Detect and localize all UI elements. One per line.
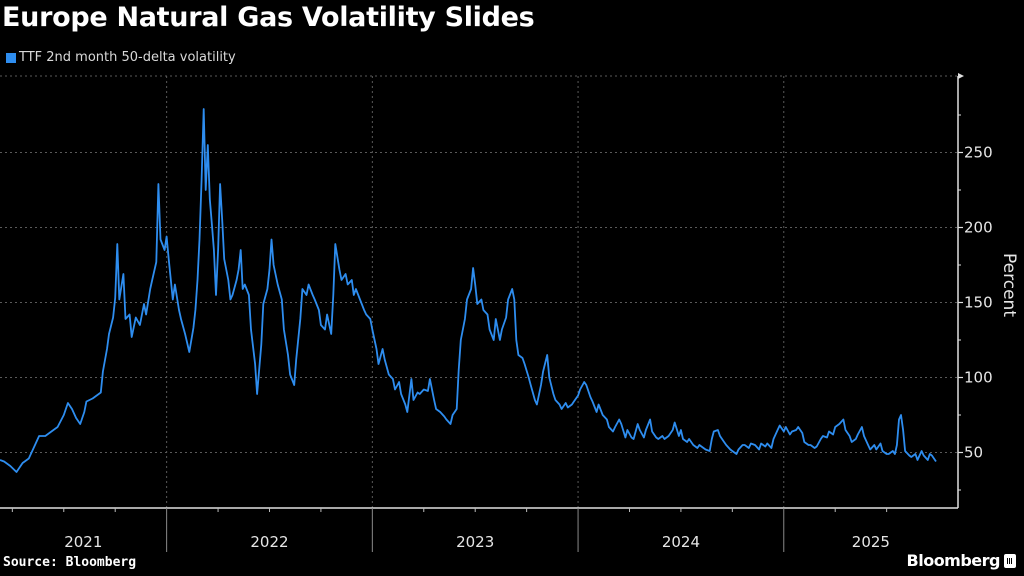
series-line-ttf-volatility (0, 108, 937, 473)
x-tick-label: 2024 (662, 533, 700, 551)
bloomberg-logo: Bloomberg (907, 551, 1016, 570)
y-axis-arrow-icon (958, 73, 964, 79)
gridlines (0, 75, 958, 508)
x-tick-label: 2021 (64, 533, 102, 551)
legend-label: TTF 2nd month 50-delta volatility (19, 50, 236, 65)
axes (0, 73, 964, 509)
legend-swatch (6, 52, 16, 63)
bloomberg-chart-icon (1004, 553, 1016, 568)
chart-title: Europe Natural Gas Volatility Slides (2, 2, 535, 33)
x-tick-label: 2025 (852, 533, 890, 551)
source-note: Source: Bloomberg (3, 555, 137, 570)
x-axis-ticks: 2021 2022 2023 2024 2025 (11, 508, 890, 552)
x-tick-label: 2022 (250, 533, 288, 551)
y-tick-label: 100 (964, 369, 993, 387)
y-axis-ticks: 50 100 150 200 250 (958, 114, 993, 491)
y-tick-label: 50 (964, 444, 983, 462)
y-tick-label: 200 (964, 219, 993, 237)
y-tick-label: 250 (964, 144, 993, 162)
y-axis-title: Percent (999, 253, 1019, 317)
x-tick-label: 2023 (456, 533, 494, 551)
legend: TTF 2nd month 50-delta volatility (6, 50, 236, 65)
brand-name: Bloomberg (906, 551, 1001, 570)
y-tick-label: 150 (964, 294, 993, 312)
